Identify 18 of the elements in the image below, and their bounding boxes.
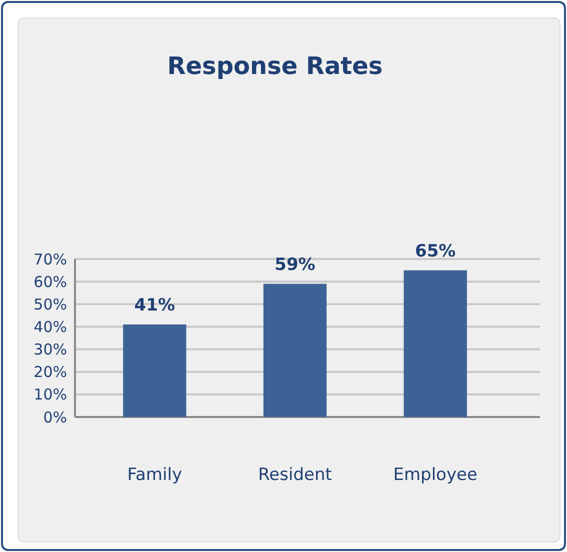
y-tick-label: 50%: [34, 295, 67, 314]
y-tick-label: 70%: [34, 250, 67, 268]
bar: [263, 284, 327, 417]
bar: [123, 324, 186, 417]
y-tick-label: 0%: [43, 408, 67, 426]
y-tick-label: 20%: [34, 363, 67, 382]
x-tick-label: Resident: [258, 465, 332, 485]
x-tick-label: Employee: [393, 465, 478, 485]
data-label: 65%: [415, 241, 456, 262]
data-label: 41%: [134, 295, 175, 316]
x-tick-label: Family: [127, 465, 182, 485]
y-tick-label: 10%: [34, 386, 67, 404]
y-tick-label: 30%: [34, 340, 67, 359]
chart-title: Response Rates: [167, 52, 383, 80]
bar: [404, 270, 467, 417]
y-tick-label: 40%: [34, 318, 67, 336]
data-label: 59%: [274, 254, 316, 275]
y-tick-label: 60%: [34, 272, 67, 291]
